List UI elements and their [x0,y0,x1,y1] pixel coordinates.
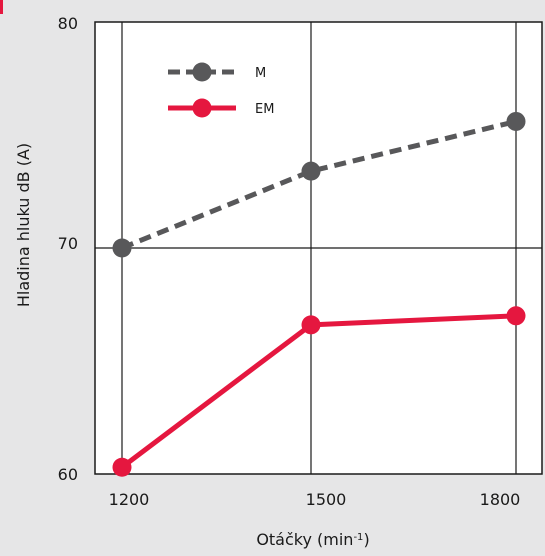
y-tick-label: 80 [58,14,78,33]
x-tick-label: 1500 [306,490,347,509]
data-point-em [301,315,321,335]
data-point-m [506,111,526,131]
y-axis-label: Hladina hluku dB (A) [14,143,33,307]
series-layer [112,111,526,477]
y-tick-label: 70 [58,234,78,253]
data-point-em [112,457,132,477]
data-point-em [506,306,526,326]
x-tick-label: 1800 [480,490,521,509]
data-point-m [301,161,321,181]
legend-label-m: M [255,66,266,81]
legend: M EM [168,62,274,118]
legend-label-em: EM [255,102,274,117]
y-tick-label: 60 [58,465,78,484]
legend-marker-m [192,62,212,82]
x-tick-label: 1200 [109,490,150,509]
x-axis-label: Otáčky (min-1) [256,530,369,549]
series-line-m [121,119,517,251]
data-point-m [112,238,132,258]
corner-accent [0,0,3,14]
legend-marker-em [192,98,212,118]
